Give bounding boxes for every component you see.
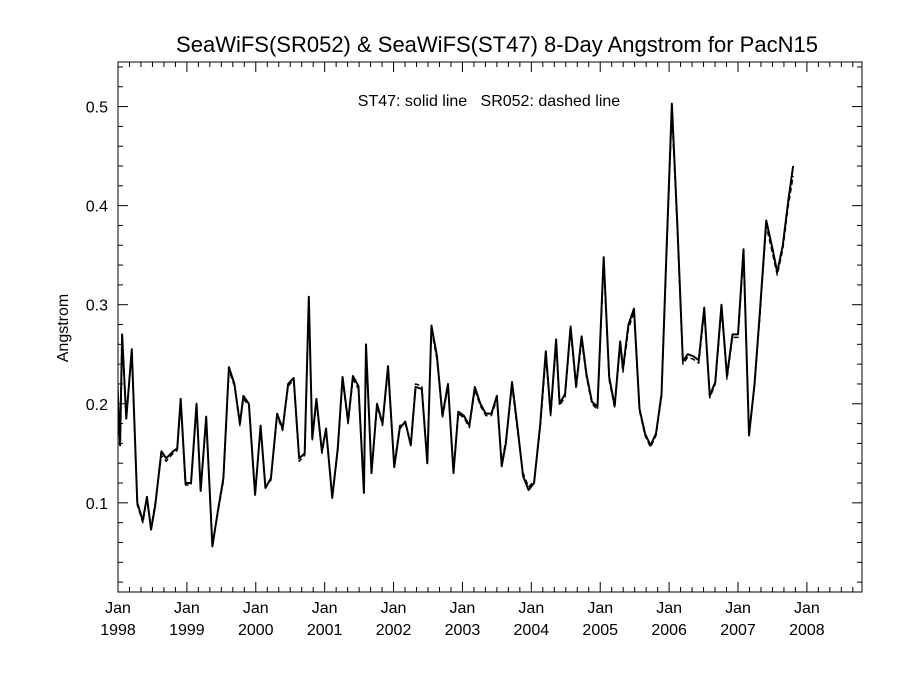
chart-title: SeaWiFS(SR052) & SeaWiFS(ST47) 8-Day Ang… [176,32,818,57]
x-tick-label-month: Jan [725,600,751,617]
x-tick-label-year: 2003 [445,622,481,639]
x-tick-label-month: Jan [587,600,613,617]
y-tick-label: 0.3 [86,298,108,315]
plot-frame [117,61,863,593]
x-tick-label-year: 1998 [100,622,136,639]
x-tick-label-month: Jan [381,600,407,617]
x-tick-label-month: Jan [105,600,131,617]
y-tick-label: 0.2 [86,397,108,414]
x-tick-label-year: 2004 [514,622,550,639]
x-tick-label-year: 2007 [720,622,756,639]
x-tick-label-month: Jan [174,600,200,617]
y-tick-label: 0.1 [86,496,108,513]
series-line-sr052 [118,110,794,546]
series-layer [118,102,795,548]
x-tick-label-month: Jan [656,600,682,617]
x-axis: Jan 1998 Jan 1999 Jan 2000 Jan 2001 Jan 2002 Jan 20… [100,62,854,639]
y-axis-label: Angstrom [55,294,72,362]
series-line-st47 [118,102,795,548]
x-tick-label-month: Jan [312,600,338,617]
legend-annotation: ST47: solid line SR052: dashed line [358,93,620,110]
x-tick-label-year: 2008 [789,622,825,639]
x-tick-label-year: 2000 [238,622,274,639]
x-tick-label-month: Jan [450,600,476,617]
x-tick-label-month: Jan [243,600,269,617]
x-tick-label-year: 2001 [307,622,343,639]
x-tick-label-year: 2002 [376,622,412,639]
x-tick-label-year: 2006 [651,622,687,639]
y-tick-label: 0.5 [86,100,108,117]
x-tick-label-month: Jan [518,600,544,617]
x-tick-label-year: 1999 [169,622,205,639]
y-tick-label: 0.4 [86,199,108,216]
x-tick-label-year: 2005 [582,622,618,639]
x-tick-label-month: Jan [794,600,820,617]
